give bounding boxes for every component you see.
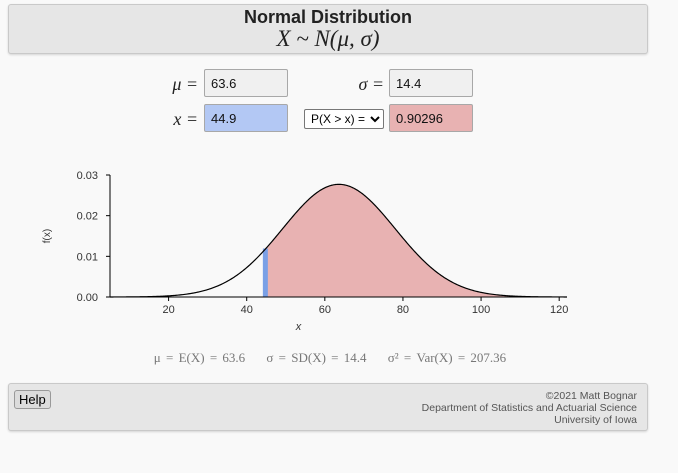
density-curve [109, 183, 568, 298]
page-title: Normal Distribution [243, 7, 412, 27]
x-marker [262, 248, 268, 297]
probability-type-select[interactable]: P(X > x) = [304, 109, 384, 129]
header-panel: Normal Distribution X ~ N(μ, σ) [8, 4, 648, 54]
sigma-label: σ = [358, 74, 384, 94]
x-tick-label: 120 [550, 304, 568, 316]
x-input[interactable] [204, 104, 288, 132]
y-axis-label: f(x) [42, 229, 53, 243]
y-tick-label: 0.02 [77, 211, 98, 223]
credit-author: ©2021 Matt Bognar [545, 390, 637, 402]
density-chart: 20 40 60 80 100 120 0.00 0.01 0.02 0.03 x f(x) [42, 170, 568, 333]
variance-stat: σ² = Var(X) = 207.36 [387, 350, 507, 365]
x-axis-label: x [295, 321, 302, 333]
y-tick-label: 0.03 [77, 170, 98, 182]
x-tick-label: 40 [241, 304, 253, 316]
x-label: x = [173, 109, 198, 129]
mu-label: μ = [172, 74, 198, 94]
mean-stat: μ = E(X) = 63.6 [153, 350, 246, 365]
probability-output [389, 104, 473, 132]
y-tick-label: 0.01 [77, 251, 98, 263]
mu-input[interactable] [204, 69, 288, 97]
x-tick-label: 80 [397, 304, 409, 316]
sd-stat: σ = SD(X) = 14.4 [266, 350, 367, 365]
summary-stats: μ = E(X) = 63.6 σ = SD(X) = 14.4 σ² = Va… [0, 350, 660, 366]
x-tick-label: 60 [319, 304, 331, 316]
credits: ©2021 Matt Bognar Department of Statisti… [422, 390, 637, 426]
x-tick-label: 20 [162, 304, 174, 316]
shaded-area [265, 184, 567, 297]
footer-panel: Help ©2021 Matt Bognar Department of Sta… [8, 383, 648, 431]
credit-university: University of Iowa [554, 414, 637, 426]
credit-department: Department of Statistics and Actuarial S… [421, 402, 637, 414]
help-button[interactable]: Help [14, 390, 51, 409]
y-tick-label: 0.00 [77, 292, 98, 304]
sigma-input[interactable] [389, 69, 473, 97]
chart-layer: 20 40 60 80 100 120 0.00 0.01 0.02 0.03 x f(x) [42, 170, 568, 333]
page-subtitle: X ~ N(μ, σ) [276, 26, 380, 51]
x-tick-label: 100 [472, 304, 490, 316]
